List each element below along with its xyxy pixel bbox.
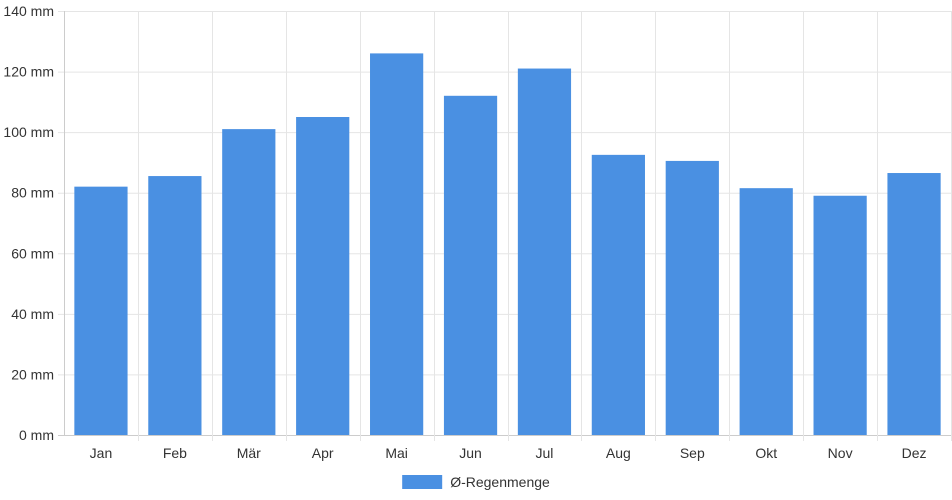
chart-bars — [74, 53, 941, 436]
x-tick-label: Mär — [237, 445, 261, 461]
x-tick-label: Feb — [163, 445, 187, 461]
bar-jan[interactable] — [74, 186, 128, 435]
y-tick-label: 120 mm — [3, 64, 54, 80]
y-tick-label: 20 mm — [11, 366, 54, 382]
x-axis-ticks: Jan Feb Mär Apr Mai Jun Jul Aug Sep Okt Nov Dez — [90, 445, 927, 461]
y-tick-label: 100 mm — [3, 124, 54, 140]
x-tick-label: Aug — [606, 445, 631, 461]
bar-nov[interactable] — [813, 195, 867, 435]
chart-grid — [58, 11, 952, 441]
legend-label[interactable]: Ø-Regenmenge — [450, 474, 550, 490]
x-tick-label: Jan — [90, 445, 113, 461]
bar-feb[interactable] — [148, 176, 202, 436]
bar-dez[interactable] — [887, 173, 941, 435]
x-tick-label: Jul — [536, 445, 554, 461]
bar-jun[interactable] — [443, 95, 498, 436]
x-tick-label: Apr — [312, 445, 334, 461]
y-tick-label: 0 mm — [19, 427, 54, 443]
bar-jul[interactable] — [517, 68, 572, 436]
y-tick-label: 80 mm — [11, 185, 54, 201]
y-tick-label: 140 mm — [3, 3, 54, 19]
legend-swatch[interactable] — [402, 475, 443, 489]
x-tick-label: Okt — [755, 445, 777, 461]
x-tick-label: Dez — [902, 445, 927, 461]
y-axis-ticks: 0 mm 20 mm 40 mm 60 mm 80 mm 100 mm 120 mm 140 … — [3, 3, 54, 443]
bar-mär[interactable] — [222, 129, 276, 435]
x-tick-label: Sep — [680, 445, 705, 461]
bar-aug[interactable] — [591, 154, 645, 435]
y-tick-label: 40 mm — [11, 306, 54, 322]
bar-okt[interactable] — [739, 188, 793, 435]
bar-apr[interactable] — [296, 117, 350, 435]
x-tick-label: Jun — [459, 445, 482, 461]
bar-mai[interactable] — [370, 53, 424, 436]
chart-legend[interactable]: Ø-Regenmenge — [402, 474, 550, 490]
x-tick-label: Mai — [385, 445, 408, 461]
bar-sep[interactable] — [665, 160, 719, 435]
x-tick-label: Nov — [828, 445, 853, 461]
y-tick-label: 60 mm — [11, 245, 54, 261]
